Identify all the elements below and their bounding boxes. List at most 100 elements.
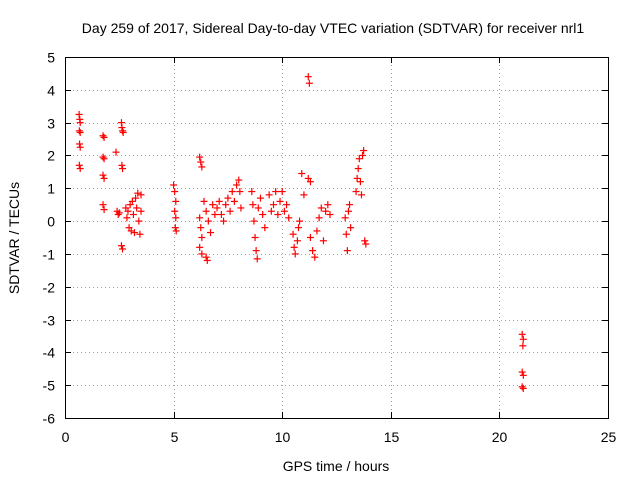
data-point xyxy=(352,188,360,196)
data-point xyxy=(355,155,363,163)
data-point xyxy=(196,153,204,161)
data-point xyxy=(236,188,244,196)
data-point xyxy=(172,214,180,222)
data-point xyxy=(204,217,212,225)
data-point xyxy=(213,204,221,212)
y-tick-label: 2 xyxy=(47,148,55,164)
data-point xyxy=(353,174,361,182)
y-tick-label: -2 xyxy=(43,280,56,296)
y-tick-label: 1 xyxy=(47,181,55,197)
y-tick-label: -5 xyxy=(43,378,56,394)
data-point xyxy=(289,230,297,238)
data-point xyxy=(203,256,211,264)
data-point xyxy=(252,247,260,255)
data-point xyxy=(99,171,107,179)
data-point xyxy=(196,243,204,251)
data-point xyxy=(133,204,141,212)
data-point xyxy=(118,124,126,132)
data-point xyxy=(296,217,304,225)
x-tick-labels: 0 5 10 15 20 25 xyxy=(62,429,617,445)
data-point xyxy=(306,178,314,186)
data-point xyxy=(261,224,269,232)
data-point xyxy=(356,178,364,186)
data-point xyxy=(99,153,107,161)
data-point xyxy=(276,197,284,205)
data-point xyxy=(343,247,351,255)
data-point xyxy=(254,204,262,212)
data-point xyxy=(119,165,127,173)
data-point xyxy=(117,242,125,250)
data-point xyxy=(311,253,319,261)
data-point xyxy=(519,384,527,392)
data-point xyxy=(215,197,223,205)
data-point xyxy=(250,217,258,225)
data-point xyxy=(228,188,236,196)
data-point xyxy=(118,161,126,169)
data-point xyxy=(211,211,219,219)
data-point xyxy=(202,207,210,215)
data-point xyxy=(99,132,107,140)
data-point xyxy=(359,151,367,159)
data-point xyxy=(519,335,527,343)
data-point xyxy=(305,79,313,87)
data-point xyxy=(249,201,257,209)
data-point xyxy=(171,188,179,196)
data-point xyxy=(100,174,108,182)
data-point xyxy=(136,230,144,238)
data-point xyxy=(222,201,230,209)
data-point xyxy=(100,155,108,163)
data-point xyxy=(129,211,137,219)
y-tick-label: -4 xyxy=(43,345,56,361)
data-point xyxy=(298,170,306,178)
data-point xyxy=(119,127,127,135)
data-point xyxy=(317,204,325,212)
data-point xyxy=(123,214,131,222)
data-point xyxy=(170,181,178,189)
data-point xyxy=(135,217,143,225)
data-point xyxy=(360,147,368,155)
data-point xyxy=(362,240,370,248)
data-point xyxy=(326,211,334,219)
data-point xyxy=(346,201,354,209)
data-point xyxy=(76,165,84,173)
data-point xyxy=(197,158,205,166)
data-point xyxy=(75,110,83,118)
data-point xyxy=(137,207,145,215)
data-point xyxy=(202,253,210,261)
data-point xyxy=(172,227,180,235)
x-tick-label: 25 xyxy=(601,429,617,445)
data-point xyxy=(294,224,302,232)
data-point xyxy=(75,127,83,135)
x-tick-label: 5 xyxy=(171,429,179,445)
data-point xyxy=(235,176,243,184)
y-tick-label: -1 xyxy=(43,247,56,263)
data-point xyxy=(272,188,280,196)
data-point xyxy=(134,189,142,197)
data-point xyxy=(76,140,84,148)
data-point xyxy=(207,229,215,237)
data-point xyxy=(344,207,352,215)
data-point xyxy=(76,119,84,127)
data-point xyxy=(233,181,241,189)
data-point xyxy=(220,217,228,225)
data-point xyxy=(99,201,107,209)
data-point xyxy=(119,245,127,253)
x-axis-title: GPS time / hours xyxy=(283,458,390,474)
data-point xyxy=(309,247,317,255)
data-point xyxy=(127,227,135,235)
data-point xyxy=(198,234,206,241)
data-point xyxy=(196,214,204,222)
data-point xyxy=(112,148,120,156)
data-point xyxy=(313,227,321,235)
data-point xyxy=(285,214,293,222)
x-tick-label: 15 xyxy=(384,429,400,445)
data-point xyxy=(100,206,108,214)
data-point xyxy=(274,211,282,219)
chart-title: Day 259 of 2017, Sidereal Day-to-day VTE… xyxy=(82,20,585,36)
data-point xyxy=(251,234,259,241)
data-point xyxy=(324,201,332,209)
data-point xyxy=(226,207,234,215)
data-point xyxy=(124,207,132,215)
data-point xyxy=(253,255,261,263)
